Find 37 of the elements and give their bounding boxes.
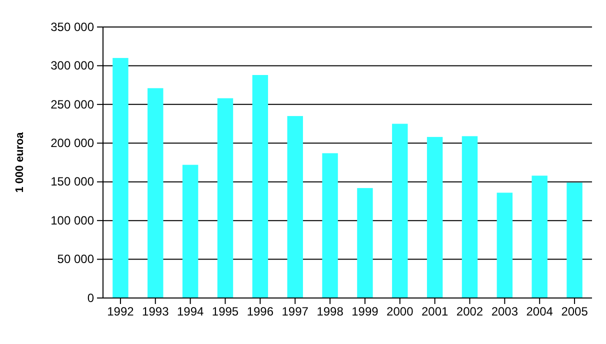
y-tick-label: 100 000 <box>50 213 94 228</box>
bar <box>426 136 443 298</box>
y-tick-label: 250 000 <box>50 97 94 112</box>
y-tick-label: 350 000 <box>50 20 94 34</box>
x-tick-label: 2003 <box>491 304 518 319</box>
bar <box>496 192 513 298</box>
x-tick-label: 1992 <box>107 304 134 319</box>
x-tick-label: 1999 <box>352 304 379 319</box>
bar <box>322 153 338 298</box>
x-tick-label: 2001 <box>421 304 448 319</box>
bar <box>112 58 128 298</box>
bar <box>217 98 234 298</box>
x-tick-label: 2004 <box>526 304 554 319</box>
y-tick-label: 0 <box>87 290 94 305</box>
x-tick-label: 1993 <box>142 304 170 319</box>
bar <box>287 116 303 298</box>
y-axis-title: 1 000 euroa <box>14 131 26 193</box>
bar <box>392 124 408 298</box>
x-tick-label: 1996 <box>246 304 274 319</box>
x-tick-label: 1998 <box>316 304 344 319</box>
bar <box>182 164 198 298</box>
x-tick-label: 1994 <box>176 304 204 319</box>
bar <box>357 188 373 298</box>
bar <box>148 88 164 298</box>
bar <box>462 136 478 298</box>
bar <box>532 176 548 298</box>
y-tick-label: 50 000 <box>57 252 94 266</box>
x-tick-label: 2000 <box>386 304 414 319</box>
y-tick-label: 150 000 <box>50 174 94 189</box>
x-tick-label: 1995 <box>212 304 239 319</box>
bar <box>566 182 582 298</box>
y-tick-label: 300 000 <box>50 58 94 73</box>
bar <box>252 75 268 298</box>
x-tick-label: 2005 <box>561 304 588 319</box>
x-tick-label: 2002 <box>456 304 484 319</box>
x-tick-label: 1997 <box>282 304 309 319</box>
y-tick-label: 200 000 <box>50 136 94 150</box>
